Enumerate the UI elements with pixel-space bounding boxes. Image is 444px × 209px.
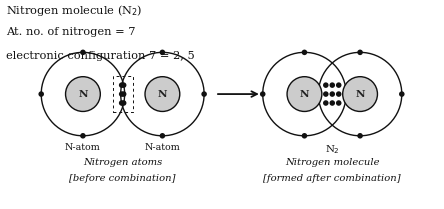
- Circle shape: [301, 133, 307, 139]
- Circle shape: [66, 77, 100, 111]
- Circle shape: [323, 82, 329, 88]
- Text: electronic configuration 7 = 2, 5: electronic configuration 7 = 2, 5: [6, 51, 194, 61]
- Circle shape: [119, 82, 124, 88]
- Circle shape: [323, 91, 329, 97]
- Circle shape: [329, 82, 335, 88]
- Text: N: N: [158, 90, 167, 99]
- Text: N: N: [300, 90, 309, 99]
- Text: N-atom: N-atom: [65, 143, 101, 152]
- Text: N: N: [78, 90, 87, 99]
- Circle shape: [80, 133, 86, 139]
- Circle shape: [287, 77, 322, 111]
- Circle shape: [329, 91, 335, 97]
- Circle shape: [336, 100, 341, 106]
- Circle shape: [145, 77, 180, 111]
- Circle shape: [323, 100, 329, 106]
- Circle shape: [260, 91, 266, 97]
- Circle shape: [119, 91, 124, 97]
- Circle shape: [301, 50, 307, 55]
- Text: Nitrogen molecule: Nitrogen molecule: [285, 158, 380, 167]
- Circle shape: [121, 82, 127, 88]
- Text: Nitrogen atoms: Nitrogen atoms: [83, 158, 163, 167]
- Circle shape: [159, 133, 165, 139]
- Circle shape: [121, 100, 127, 106]
- Circle shape: [336, 82, 341, 88]
- Circle shape: [119, 100, 124, 106]
- Circle shape: [357, 133, 363, 139]
- Text: At. no. of nitrogen = 7: At. no. of nitrogen = 7: [6, 27, 135, 37]
- Text: Nitrogen molecule (N$_2$): Nitrogen molecule (N$_2$): [6, 3, 143, 18]
- Circle shape: [343, 77, 377, 111]
- Text: N-atom: N-atom: [145, 143, 180, 152]
- Circle shape: [121, 91, 127, 97]
- Circle shape: [159, 50, 165, 55]
- Circle shape: [329, 100, 335, 106]
- Text: [before combination]: [before combination]: [69, 173, 176, 182]
- Circle shape: [201, 91, 207, 97]
- Circle shape: [399, 91, 404, 97]
- Text: N: N: [355, 90, 365, 99]
- Circle shape: [357, 50, 363, 55]
- Text: [formed after combination]: [formed after combination]: [263, 173, 401, 182]
- Text: N$_2$: N$_2$: [325, 143, 340, 155]
- Circle shape: [336, 91, 341, 97]
- Circle shape: [39, 91, 44, 97]
- Circle shape: [80, 50, 86, 55]
- Bar: [113, 76, 133, 112]
